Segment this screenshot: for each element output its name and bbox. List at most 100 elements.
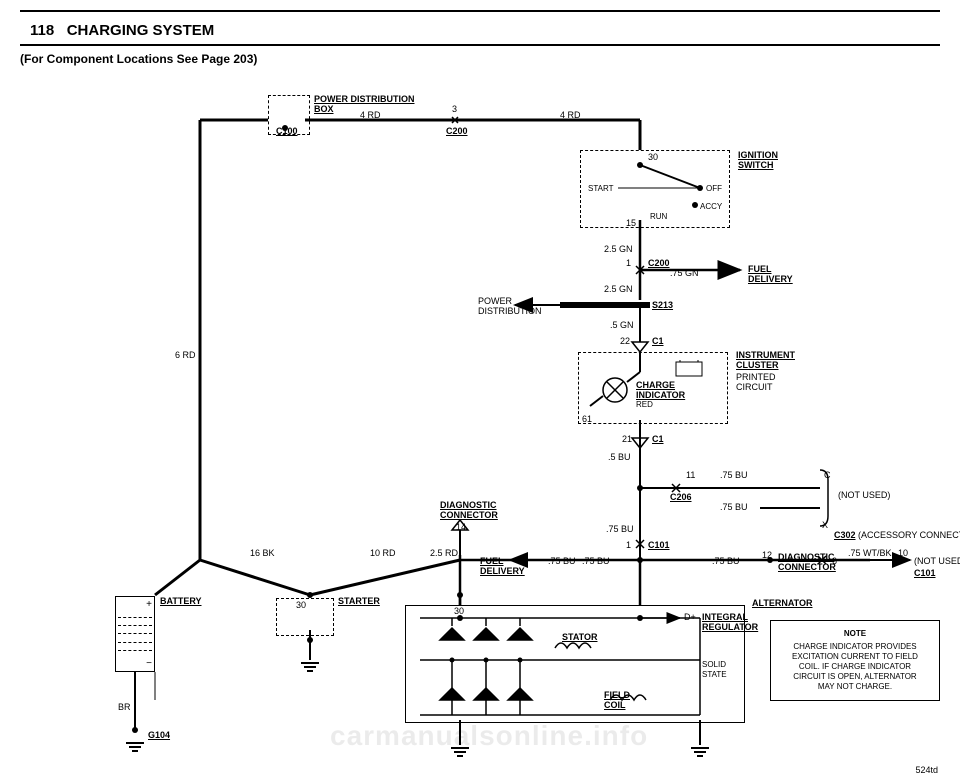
lbl-integral: INTEGRAL <box>702 612 748 622</box>
lbl-10rd: 10 RD <box>370 548 396 558</box>
lbl-c101b: C101 <box>914 568 936 578</box>
lbl-power: POWER <box>478 296 512 306</box>
lbl-notused2: (NOT USED) <box>914 556 960 566</box>
lbl-accconn: (ACCESSORY CONNECTOR) <box>858 530 960 540</box>
lbl-5gn: .5 GN <box>610 320 634 330</box>
lbl-ignition: IGNITION <box>738 150 778 160</box>
lbl-pin14: 14 <box>456 522 466 532</box>
lbl-delivery2: DELIVERY <box>480 566 525 576</box>
lbl-regulator: REGULATOR <box>702 622 758 632</box>
lbl-accy: ACCY <box>700 202 722 211</box>
lbl-coil: COIL <box>604 700 626 710</box>
lbl-circuit: CIRCUIT <box>736 382 773 392</box>
lbl-c100: C100 <box>276 126 298 136</box>
lbl-5bu: .5 BU <box>608 452 631 462</box>
footer-code: 524td <box>915 765 938 775</box>
lbl-c302: C302 <box>834 530 856 540</box>
lbl-delivery: DELIVERY <box>748 274 793 284</box>
lbl-pin1: 1 <box>626 258 631 268</box>
lbl-g104: G104 <box>148 730 170 740</box>
lbl-indicator: INDICATOR <box>636 390 685 400</box>
battery-plus: + <box>118 599 152 610</box>
lbl-charge: CHARGE <box>636 380 675 390</box>
lbl-printed: PRINTED <box>736 372 776 382</box>
lbl-connector2: CONNECTOR <box>778 562 836 572</box>
note-box: NOTE CHARGE INDICATOR PROVIDES EXCITATIO… <box>770 620 940 701</box>
note-l4: CIRCUIT IS OPEN, ALTERNATOR <box>779 672 931 682</box>
lbl-start: START <box>588 184 613 193</box>
lbl-switch: SWITCH <box>738 160 774 170</box>
lbl-75bu-c: .75 BU <box>606 524 634 534</box>
lbl-connector: CONNECTOR <box>440 510 498 520</box>
lbl-run: RUN <box>650 212 667 221</box>
lbl-pin30b: 30 <box>296 600 306 610</box>
lbl-pin6: 6 <box>832 556 837 566</box>
lbl-pin12: 12 <box>762 550 772 560</box>
lbl-pin11: 11 <box>686 470 695 480</box>
lbl-red: RED <box>636 400 653 409</box>
lbl-75bu-e: .75 BU <box>582 556 610 566</box>
lbl-starter: STARTER <box>338 596 380 606</box>
lbl-c1a: C1 <box>652 336 664 346</box>
lbl-fuel: FUEL <box>748 264 772 274</box>
lbl-6rd: 6 RD <box>175 350 196 360</box>
lbl-s213: S213 <box>652 300 673 310</box>
note-l1: CHARGE INDICATOR PROVIDES <box>779 642 931 652</box>
lbl-battery: BATTERY <box>160 596 202 606</box>
note-l2: EXCITATION CURRENT TO FIELD <box>779 652 931 662</box>
lbl-25rd: 2.5 RD <box>430 548 458 558</box>
lbl-pin15: 15 <box>626 218 636 228</box>
lbl-c101: C101 <box>648 540 670 550</box>
lbl-fuel2: FUEL <box>480 556 504 566</box>
lbl-br: BR <box>118 702 131 712</box>
battery-symbol: + − <box>115 596 155 672</box>
ground-alt-2 <box>691 745 709 759</box>
note-l5: MAY NOT CHARGE. <box>779 682 931 692</box>
note-l3: COIL. IF CHARGE INDICATOR <box>779 662 931 672</box>
lbl-alternator: ALTERNATOR <box>752 598 813 608</box>
lbl-x: X <box>822 520 828 530</box>
lbl-off: OFF <box>706 184 722 193</box>
lbl-pin10: 10 <box>898 548 908 558</box>
lbl-75bu-b: .75 BU <box>720 502 748 512</box>
lbl-c206: C206 <box>670 492 692 502</box>
lbl-stator: STATOR <box>562 632 598 642</box>
lbl-4rd-b: 4 RD <box>560 110 581 120</box>
lbl-diagnostic: DIAGNOSTIC <box>440 500 497 510</box>
lbl-state: STATE <box>702 670 727 679</box>
lbl-distribution: DISTRIBUTION <box>478 306 542 316</box>
lbl-pin21: 21 <box>622 434 632 444</box>
lbl-cluster: CLUSTER <box>736 360 779 370</box>
lbl-field: FIELD <box>604 690 630 700</box>
lbl-pin3: 3 <box>452 104 457 114</box>
lbl-pin1b: 1 <box>626 540 631 550</box>
lbl-c200: C200 <box>446 126 468 136</box>
lbl-pin30: 30 <box>648 152 658 162</box>
lbl-c1b: C1 <box>652 434 664 444</box>
lbl-solid: SOLID <box>702 660 726 669</box>
note-title: NOTE <box>779 629 931 639</box>
lbl-pin61: 61 <box>582 414 592 424</box>
lbl-75bu-a: .75 BU <box>720 470 748 480</box>
lbl-75bu-f: .75 BU <box>712 556 740 566</box>
ground-starter <box>301 660 319 674</box>
lbl-notused1: (NOT USED) <box>838 490 890 500</box>
ground-g104 <box>126 740 144 754</box>
lbl-25gn-b: 2.5 GN <box>604 284 633 294</box>
lbl-box: BOX <box>314 104 334 114</box>
battery-minus: − <box>118 658 152 669</box>
lbl-4rd-a: 4 RD <box>360 110 381 120</box>
lbl-dplus: D+ <box>684 612 696 622</box>
lbl-75wtbk: .75 WT/BK <box>848 548 892 558</box>
lbl-25gn-a: 2.5 GN <box>604 244 633 254</box>
lbl-c200b: C200 <box>648 258 670 268</box>
lbl-c: C <box>824 470 831 480</box>
lbl-pin22: 22 <box>620 336 630 346</box>
lbl-16bk: 16 BK <box>250 548 275 558</box>
lbl-diagnostic2: DIAGNOSTIC <box>778 552 835 562</box>
lbl-powerdist: POWER DISTRIBUTION <box>314 94 415 104</box>
lbl-75gn: .75 GN <box>670 268 699 278</box>
alternator-box <box>405 605 745 723</box>
watermark: carmanualsonline.info <box>330 720 648 752</box>
lbl-pin30c: 30 <box>454 606 464 616</box>
